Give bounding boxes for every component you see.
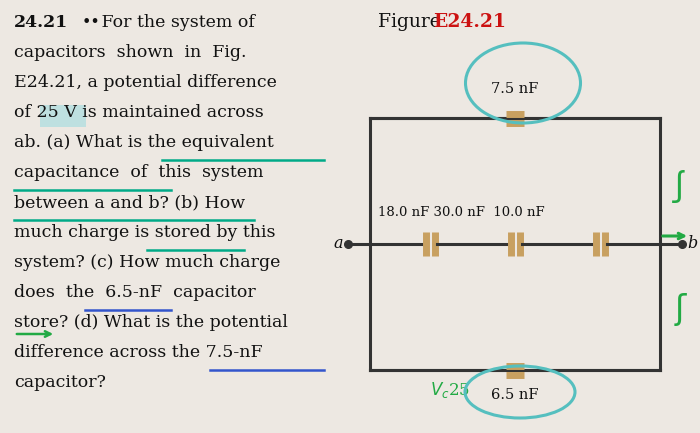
Text: 6.5 nF: 6.5 nF [491,388,539,402]
Text: of 25 V is maintained across: of 25 V is maintained across [14,104,264,121]
Text: capacitance  of  this  system: capacitance of this system [14,164,263,181]
FancyBboxPatch shape [40,105,86,127]
Text: ʃ: ʃ [674,294,685,326]
Text: much charge is stored by this: much charge is stored by this [14,224,276,241]
Text: does  the  6.5-nF  capacitor: does the 6.5-nF capacitor [14,284,255,301]
Text: 7.5 nF: 7.5 nF [491,82,539,96]
Text: ʃ: ʃ [674,168,685,201]
Text: between a and b? (b) How: between a and b? (b) How [14,194,245,211]
Text: store? (d) What is the potential: store? (d) What is the potential [14,314,288,331]
Text: ••: •• [82,14,101,31]
Text: 24.21: 24.21 [14,14,69,31]
Text: Figure: Figure [378,13,447,31]
Text: capacitors  shown  in  Fig.: capacitors shown in Fig. [14,44,246,61]
Text: a: a [333,236,343,252]
Text: 18.0 nF 30.0 nF  10.0 nF: 18.0 nF 30.0 nF 10.0 nF [378,206,545,219]
Text: E24.21, a potential difference: E24.21, a potential difference [14,74,277,91]
Text: ab. (a) What is the equivalent: ab. (a) What is the equivalent [14,134,274,151]
Text: difference across the 7.5-nF: difference across the 7.5-nF [14,344,262,361]
Text: For the system of: For the system of [96,14,255,31]
Text: capacitor?: capacitor? [14,374,106,391]
Text: system? (c) How much charge: system? (c) How much charge [14,254,281,271]
Text: $\it{V_c}$25: $\it{V_c}$25 [430,380,470,400]
Text: b: b [687,236,697,252]
Text: E24.21: E24.21 [433,13,506,31]
